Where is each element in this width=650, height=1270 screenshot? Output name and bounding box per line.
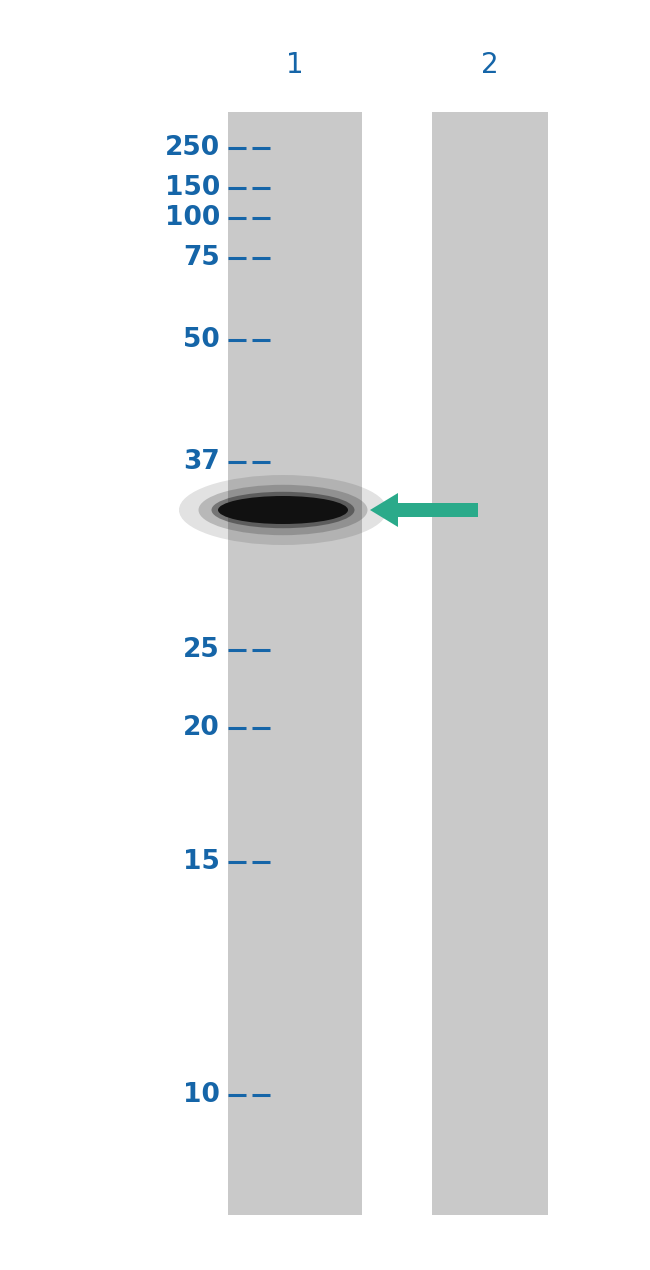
Text: 10: 10	[183, 1082, 220, 1107]
Text: 50: 50	[183, 326, 220, 353]
Text: 100: 100	[164, 204, 220, 231]
Bar	[432, 112, 548, 1215]
Text: 2: 2	[481, 51, 499, 79]
Text: 25: 25	[183, 638, 220, 663]
Text: 250: 250	[165, 135, 220, 161]
FancyArrow shape	[370, 493, 478, 527]
Text: 1: 1	[286, 51, 304, 79]
Text: 150: 150	[164, 175, 220, 201]
Text: 37: 37	[183, 450, 220, 475]
Text: 20: 20	[183, 715, 220, 740]
Bar	[228, 112, 362, 1215]
Text: 15: 15	[183, 850, 220, 875]
Ellipse shape	[198, 485, 367, 535]
Ellipse shape	[211, 491, 354, 528]
Ellipse shape	[179, 475, 387, 545]
Text: 75: 75	[183, 245, 220, 271]
Ellipse shape	[218, 497, 348, 525]
